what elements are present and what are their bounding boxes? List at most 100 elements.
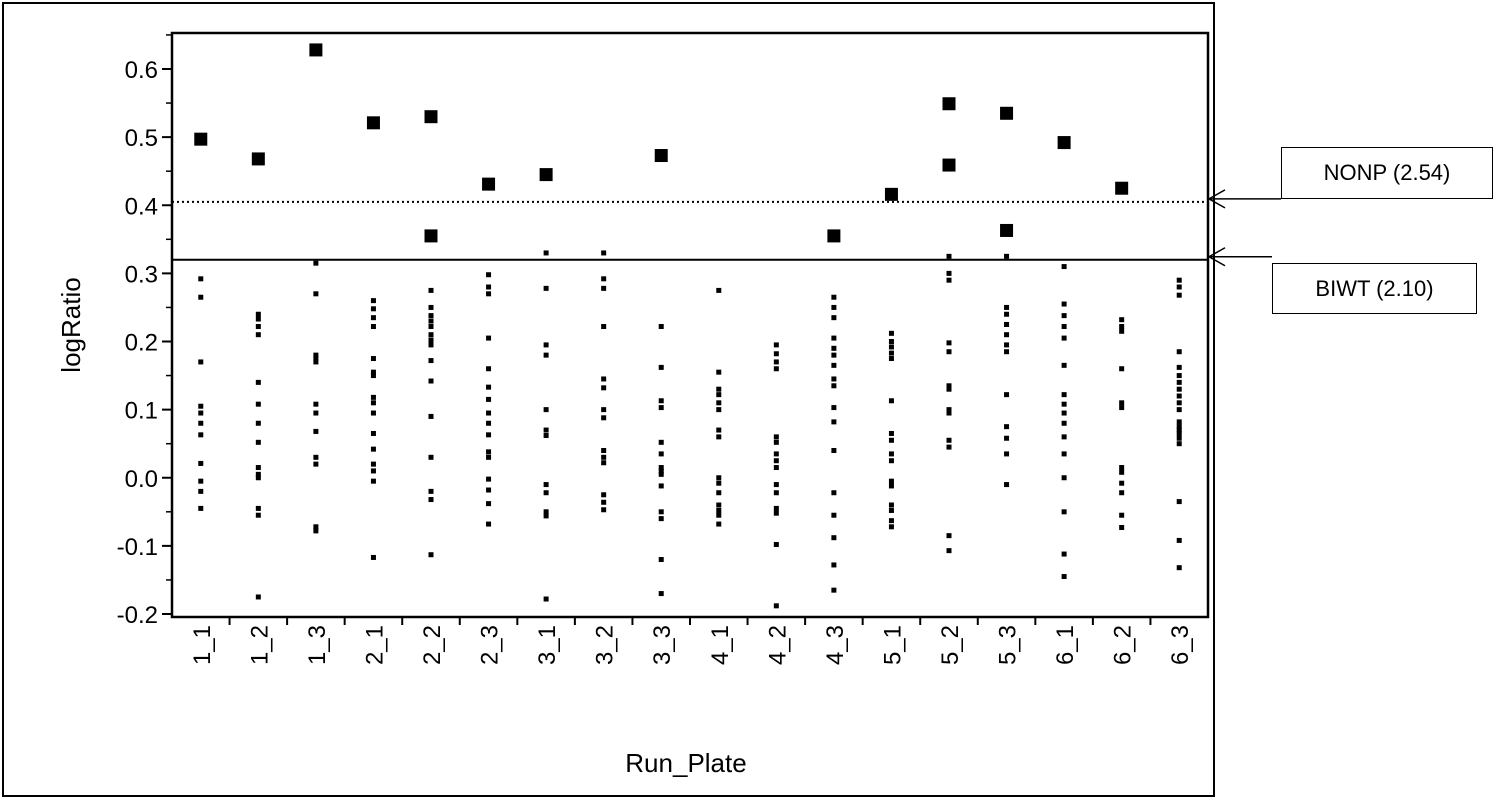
- dot-marker: [716, 475, 722, 481]
- dot-marker: [370, 298, 376, 304]
- x-tick-label: 2_2: [419, 625, 446, 665]
- dot-marker: [543, 427, 549, 433]
- dot-marker: [716, 480, 722, 486]
- dot-marker: [658, 451, 664, 457]
- dot-marker: [1061, 392, 1067, 398]
- dot-marker: [831, 352, 837, 358]
- dot-marker: [1061, 410, 1067, 416]
- dot-marker: [1061, 551, 1067, 557]
- dot-marker: [428, 552, 434, 558]
- dot-marker: [370, 315, 376, 321]
- square-marker: [309, 43, 323, 57]
- dot-marker: [486, 521, 492, 527]
- dot-marker: [1119, 405, 1125, 411]
- biwt-callout-label: BIWT (2.10): [1272, 263, 1477, 314]
- dot-marker: [773, 434, 779, 440]
- dot-marker: [773, 451, 779, 457]
- dot-marker: [1004, 253, 1010, 259]
- dot-marker: [831, 294, 837, 300]
- dot-marker: [1119, 328, 1125, 334]
- dot-marker: [601, 324, 607, 330]
- y-tick-label: 0.4: [125, 193, 158, 220]
- dot-marker: [1176, 364, 1182, 370]
- dot-marker: [773, 505, 779, 511]
- dot-marker: [486, 410, 492, 416]
- x-tick-label: 3_2: [592, 625, 619, 665]
- dot-marker: [1176, 386, 1182, 392]
- x-axis-title: Run_Plate: [625, 748, 746, 778]
- dot-marker: [1176, 393, 1182, 399]
- dot-marker: [428, 378, 434, 384]
- dot-marker: [1176, 430, 1182, 436]
- x-tick-label: 5_2: [937, 625, 964, 665]
- dot-marker: [888, 339, 894, 344]
- dot-marker: [1061, 335, 1067, 341]
- dot-marker: [1004, 435, 1010, 441]
- dot-marker: [1119, 366, 1125, 372]
- dot-marker: [198, 420, 204, 426]
- x-tick-label: 2_3: [477, 625, 504, 665]
- dot-marker: [946, 407, 952, 413]
- dot-marker: [370, 478, 376, 484]
- dot-marker: [946, 548, 952, 554]
- dot-marker: [486, 284, 492, 290]
- dot-marker: [1061, 324, 1067, 330]
- square-marker: [654, 149, 668, 163]
- dot-marker: [1004, 349, 1010, 355]
- dot-marker: [543, 250, 549, 256]
- y-tick-label: 0.3: [125, 261, 158, 288]
- dot-marker: [831, 535, 837, 541]
- dot-marker: [1061, 509, 1067, 515]
- dot-marker: [1176, 499, 1182, 505]
- dot-marker: [486, 487, 492, 493]
- square-marker: [942, 158, 956, 172]
- x-tick-label: 4_1: [707, 625, 734, 665]
- dot-marker: [831, 376, 837, 382]
- dot-marker: [428, 488, 434, 494]
- dot-marker: [946, 444, 952, 450]
- dot-marker: [888, 430, 894, 436]
- dot-marker: [888, 330, 894, 336]
- dot-marker: [486, 384, 492, 390]
- dot-marker: [773, 490, 779, 496]
- dot-marker: [658, 439, 664, 445]
- dot-marker: [370, 369, 376, 375]
- dot-marker: [255, 401, 261, 407]
- dot-marker: [313, 461, 319, 467]
- dot-marker: [1119, 469, 1125, 475]
- dot-marker: [946, 533, 952, 539]
- x-tick-label: 4_2: [764, 625, 791, 665]
- dot-marker: [255, 594, 261, 600]
- dot-marker: [370, 394, 376, 400]
- dot-marker: [831, 383, 837, 389]
- dot-marker: [313, 291, 319, 297]
- dot-marker: [946, 270, 952, 276]
- dot-marker: [1119, 400, 1125, 406]
- dot-marker: [428, 313, 434, 319]
- dot-marker: [1061, 362, 1067, 368]
- dot-marker: [543, 433, 549, 439]
- dot-marker: [313, 428, 319, 434]
- dot-marker: [313, 454, 319, 460]
- dot-marker: [428, 497, 434, 503]
- square-marker: [194, 132, 208, 146]
- dot-marker: [658, 557, 664, 562]
- dot-marker: [1176, 537, 1182, 543]
- dot-marker: [716, 392, 722, 398]
- square-marker: [1000, 106, 1014, 120]
- dot-marker: [1176, 379, 1182, 385]
- dot-marker: [831, 304, 837, 310]
- dot-marker: [716, 512, 722, 518]
- dot-marker: [428, 358, 434, 364]
- dot-marker: [1176, 441, 1182, 447]
- dot-marker: [1004, 424, 1010, 430]
- dot-marker: [1176, 435, 1182, 441]
- dot-marker: [716, 386, 722, 392]
- dot-marker: [946, 253, 952, 259]
- dot-marker: [888, 483, 894, 489]
- x-tick-label: 1_1: [189, 625, 216, 665]
- dot-marker: [428, 304, 434, 310]
- dot-marker: [888, 507, 894, 513]
- dot-marker: [370, 468, 376, 474]
- x-tick-label: 3_3: [649, 625, 676, 665]
